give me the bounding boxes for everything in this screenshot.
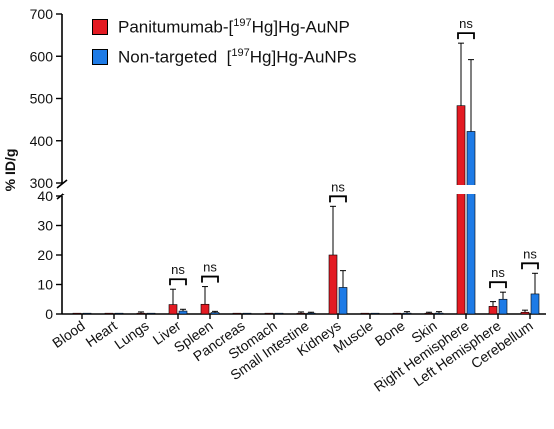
significance-label-liver: ns [171, 262, 185, 277]
y-tick-label-20: 20 [37, 247, 53, 263]
legend-label-non-targeted: Non-targeted [197Hg]Hg-AuNPs [118, 46, 357, 67]
bar-kidneys-panitumumab [328, 254, 338, 315]
bar-left-hemisphere-non-targeted [498, 298, 508, 315]
bar-skin-non-targeted [434, 312, 444, 315]
bar-blood-panitumumab [72, 312, 82, 315]
significance-label-cerebellum: ns [523, 246, 537, 261]
significance-label-kidneys: ns [331, 179, 345, 194]
bar-spleen-non-targeted [210, 312, 220, 315]
bar-pancreas-non-targeted [242, 312, 252, 315]
y-tick-label-400: 400 [30, 133, 54, 149]
bar-lungs-non-targeted [146, 312, 156, 315]
bar-cerebellum-non-targeted [530, 293, 540, 315]
bar-bone-non-targeted [402, 312, 412, 315]
x-tick-label-bone: Bone [372, 317, 408, 349]
significance-bracket-right-hemisphere [457, 32, 475, 40]
x-tick-label-blood: Blood [49, 317, 88, 351]
legend-item-non-targeted: Non-targeted [197Hg]Hg-AuNPs [92, 42, 357, 72]
bar-left-hemisphere-panitumumab [488, 306, 498, 315]
significance-label-right-hemisphere: ns [459, 16, 473, 31]
legend-swatch-red [92, 19, 108, 35]
bar-stomach-panitumumab [264, 312, 274, 315]
y-tick-label-40: 40 [37, 188, 53, 204]
y-tick-label-700: 700 [30, 6, 54, 22]
bar-pancreas-panitumumab [232, 312, 242, 315]
bar-heart-panitumumab [104, 312, 114, 315]
bar-heart-non-targeted [114, 312, 124, 315]
bar-stomach-non-targeted [274, 312, 284, 315]
bar-bone-panitumumab [392, 312, 402, 315]
significance-bracket-cerebellum [521, 262, 539, 270]
significance-bracket-spleen [201, 275, 219, 283]
bar-kidneys-non-targeted [338, 287, 348, 315]
bar-spleen-panitumumab [200, 303, 210, 315]
bar-cerebellum-panitumumab [520, 311, 530, 315]
y-tick-label-0: 0 [45, 306, 53, 322]
bar-liver-non-targeted [178, 310, 188, 315]
significance-bracket-kidneys [329, 195, 347, 203]
bar-muscle-non-targeted [370, 312, 380, 315]
x-tick-label-heart: Heart [83, 317, 120, 350]
legend-label-panitumumab: Panitumumab-[197Hg]Hg-AuNP [118, 16, 350, 37]
significance-label-left-hemisphere: ns [491, 265, 505, 280]
axis-break-gap [63, 185, 547, 194]
y-tick-label-300: 300 [30, 175, 54, 191]
legend: Panitumumab-[197Hg]Hg-AuNP Non-targeted … [92, 12, 357, 72]
bar-small-intestine-non-targeted [306, 312, 316, 315]
legend-item-panitumumab: Panitumumab-[197Hg]Hg-AuNP [92, 12, 357, 42]
y-tick-label-600: 600 [30, 48, 54, 64]
x-tick-label-lungs: Lungs [111, 317, 151, 352]
bar-muscle-panitumumab [360, 312, 370, 315]
y-tick-label-30: 30 [37, 218, 53, 234]
bar-blood-non-targeted [82, 312, 92, 315]
y-axis-label: % ID/g [2, 149, 18, 192]
bar-right-hemisphere-non-targeted [466, 131, 476, 315]
significance-bracket-left-hemisphere [489, 281, 507, 289]
bar-liver-panitumumab [168, 304, 178, 315]
bar-right-hemisphere-panitumumab [456, 105, 466, 315]
significance-bracket-liver [169, 278, 187, 286]
y-tick-label-500: 500 [30, 91, 54, 107]
y-tick-label-10: 10 [37, 277, 53, 293]
legend-swatch-blue [92, 49, 108, 65]
significance-label-spleen: ns [203, 260, 217, 275]
axis-break-mark-upper [56, 179, 68, 189]
